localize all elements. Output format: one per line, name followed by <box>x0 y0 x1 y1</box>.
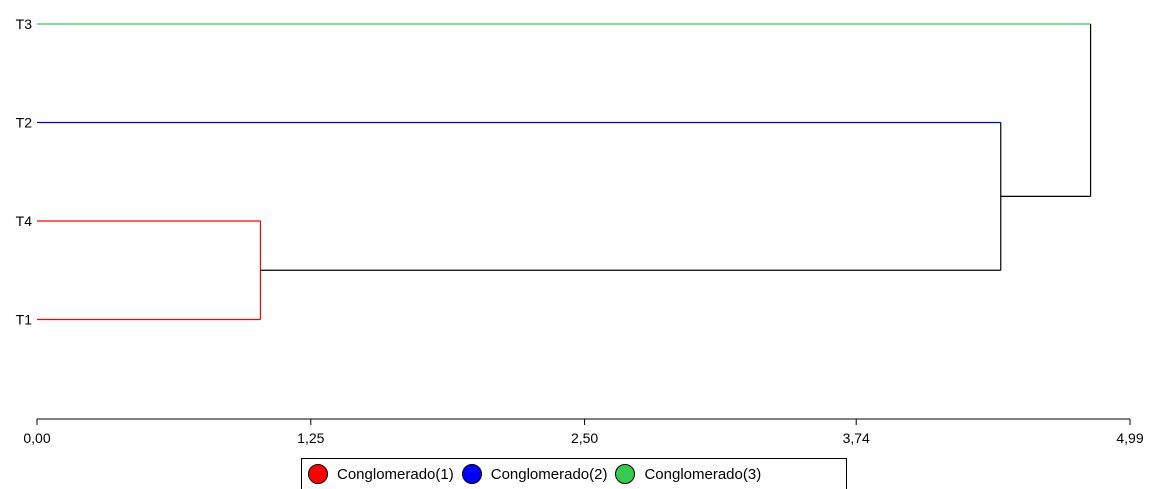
x-tick-label: 0,00 <box>23 430 50 446</box>
legend-item-cluster-3: Conglomerado(3) <box>615 464 761 484</box>
leaf-label-t1: T1 <box>16 312 33 328</box>
dendrogram-tree <box>37 23 1092 321</box>
legend: Conglomerado(1) Conglomerado(2) Conglome… <box>301 458 847 489</box>
legend-item-cluster-1: Conglomerado(1) <box>308 464 454 484</box>
legend-item-cluster-2: Conglomerado(2) <box>461 464 608 484</box>
leaf-label-t3: T3 <box>16 16 33 32</box>
leaf-label-t2: T2 <box>16 115 33 131</box>
leaf-label-t4: T4 <box>16 213 33 229</box>
legend-label-cluster-2: Conglomerado(2) <box>490 465 608 483</box>
x-tick-label: 4,99 <box>1116 430 1143 446</box>
x-axis: 0,00 1,25 2,50 3,74 4,99 <box>23 418 1144 446</box>
legend-label-cluster-1: Conglomerado(1) <box>337 465 454 483</box>
x-tick-label: 3,74 <box>843 430 870 446</box>
leaf-labels: T3 T2 T4 T1 <box>16 16 33 328</box>
legend-marker-cluster-1 <box>308 464 328 484</box>
x-tick-label: 1,25 <box>297 430 324 446</box>
legend-marker-cluster-3 <box>615 464 636 484</box>
legend-label-cluster-3: Conglomerado(3) <box>644 465 762 483</box>
legend-marker-cluster-2 <box>461 464 482 484</box>
x-tick-label: 2,50 <box>571 430 598 446</box>
